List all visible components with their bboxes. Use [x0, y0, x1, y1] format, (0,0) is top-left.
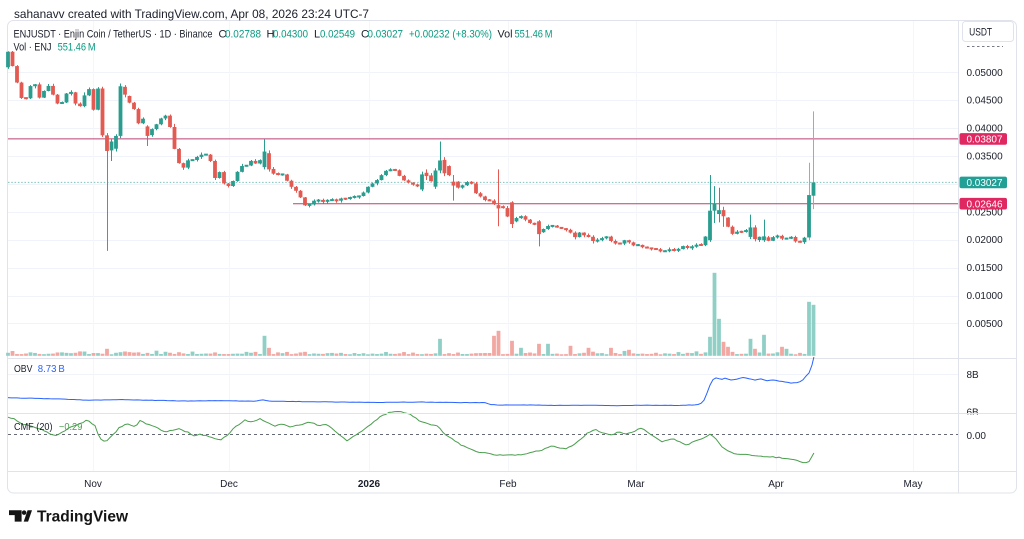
svg-text:2026: 2026 — [358, 479, 381, 490]
svg-text:8B: 8B — [967, 370, 980, 381]
svg-text:May: May — [904, 479, 923, 490]
svg-text:Apr: Apr — [768, 479, 784, 490]
svg-text:0.02500: 0.02500 — [967, 207, 1004, 218]
svg-text:Vol · ENJ: Vol · ENJ — [14, 42, 52, 54]
svg-text:Feb: Feb — [499, 479, 517, 490]
svg-text:0.03027: 0.03027 — [967, 178, 1003, 189]
svg-text:551.46 M: 551.46 M — [58, 42, 96, 54]
svg-text:0.03027: 0.03027 — [368, 28, 404, 40]
svg-text:0.03807: 0.03807 — [967, 134, 1003, 145]
svg-text:0.01000: 0.01000 — [967, 291, 1004, 302]
svg-text:0.02000: 0.02000 — [967, 235, 1004, 246]
svg-text:0.00500: 0.00500 — [967, 319, 1004, 330]
svg-text:551.46 M: 551.46 M — [515, 28, 553, 40]
svg-text:+0.00232 (+8.30%): +0.00232 (+8.30%) — [409, 28, 492, 40]
svg-text:0.00: 0.00 — [967, 431, 987, 442]
svg-text:0.04500: 0.04500 — [967, 96, 1004, 107]
svg-text:0.02788: 0.02788 — [225, 28, 261, 40]
svg-text:TradingView: TradingView — [37, 508, 129, 525]
svg-text:0.04000: 0.04000 — [967, 124, 1004, 135]
svg-text:CMF (20): CMF (20) — [14, 422, 53, 433]
svg-text:Mar: Mar — [627, 479, 645, 490]
svg-text:0.03500: 0.03500 — [967, 152, 1004, 163]
svg-text:ENJUSDT · Enjin Coin / TetherU: ENJUSDT · Enjin Coin / TetherUS · 1D · B… — [14, 28, 213, 40]
svg-text:0.02646: 0.02646 — [967, 199, 1003, 210]
svg-text:O: O — [219, 28, 228, 40]
svg-text:sahanavv created with TradingV: sahanavv created with TradingView.com, A… — [14, 7, 369, 21]
svg-text:L: L — [314, 28, 320, 40]
svg-text:OBV: OBV — [14, 364, 33, 375]
svg-text:0.01500: 0.01500 — [967, 263, 1004, 274]
svg-text:USDT: USDT — [969, 27, 992, 39]
svg-text:8.73 B: 8.73 B — [38, 364, 65, 375]
svg-text:0.04300: 0.04300 — [273, 28, 308, 40]
svg-text:−0.29: −0.29 — [59, 422, 83, 433]
svg-text:0.05000: 0.05000 — [967, 68, 1004, 79]
svg-text:0.02549: 0.02549 — [320, 28, 355, 40]
svg-text:C: C — [361, 28, 369, 40]
svg-text:Vol: Vol — [498, 28, 513, 40]
svg-text:Dec: Dec — [220, 479, 238, 490]
svg-text:Nov: Nov — [84, 479, 102, 490]
svg-text:H: H — [267, 28, 275, 40]
